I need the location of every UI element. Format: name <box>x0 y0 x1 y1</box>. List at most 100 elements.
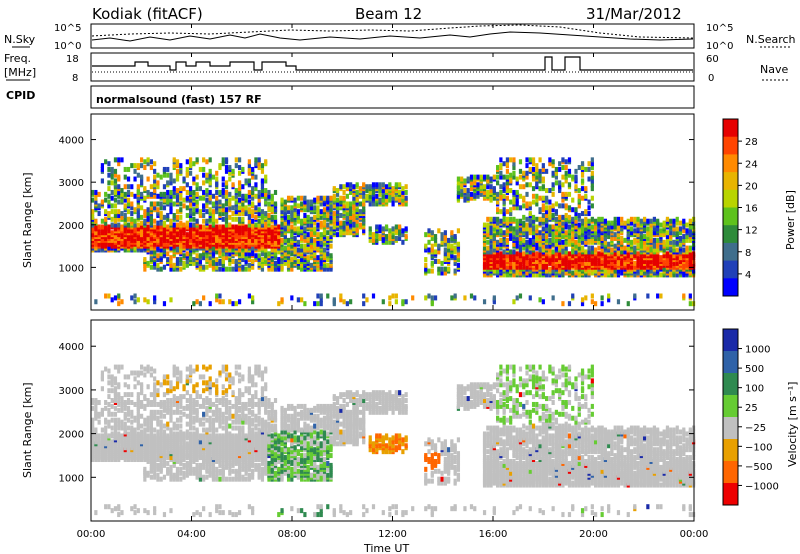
power-cell-1901 <box>306 203 310 209</box>
power-cell-1392 <box>247 199 251 205</box>
power-cell-1650 <box>273 201 278 207</box>
power-cell-2777 <box>496 199 500 205</box>
power-cell-2781 <box>496 180 500 186</box>
power-cell-373 <box>139 205 144 211</box>
power-cell-4260 <box>665 234 670 240</box>
power-cell-3038 <box>522 195 526 201</box>
power-cell-926 <box>202 255 206 261</box>
power-cell-1394 <box>247 189 251 195</box>
power-cell-3642 <box>584 249 588 255</box>
velocity-cell-101 <box>104 366 108 372</box>
power-cell-1206 <box>228 170 232 176</box>
power-cell-144 <box>110 180 114 186</box>
power-cell-4305 <box>672 239 676 245</box>
power-cell-590 <box>162 184 167 190</box>
power-cell-2620 <box>482 299 487 305</box>
power-cell-3400 <box>561 301 565 307</box>
power-cell-3343 <box>554 251 559 257</box>
power-cell-3358 <box>554 201 559 207</box>
power-cell-986 <box>208 258 212 264</box>
power-cell-2054 <box>326 222 330 228</box>
power-cell-2483 <box>437 228 441 234</box>
velocity-cell-378 <box>139 388 144 394</box>
power-cell-2670 <box>486 232 490 238</box>
velocity-cell-142 <box>110 403 114 409</box>
power-cell-790 <box>185 195 189 201</box>
power-cell-2803 <box>499 228 503 234</box>
velocity-cell-345 <box>136 417 140 423</box>
velocity-cell-198 <box>117 417 121 423</box>
power-cell-1976 <box>316 212 320 218</box>
power-cell-1938 <box>313 245 317 251</box>
power-cell-860 <box>192 180 196 186</box>
power-cell-2182 <box>349 222 353 228</box>
power-cell-2248 <box>362 228 366 234</box>
power-cell-1835 <box>300 235 304 241</box>
power-cell-304 <box>130 163 134 169</box>
power-cell-2841 <box>502 211 506 217</box>
power-cell-3483 <box>567 241 572 247</box>
power-cell-2362 <box>388 228 392 234</box>
power-cell-2709 <box>489 216 493 222</box>
power-cell-1821 <box>296 195 300 201</box>
nsearch-label: N.Search <box>746 33 796 46</box>
power-cell-3068 <box>525 182 529 188</box>
power-cell-228 <box>120 188 124 194</box>
power-cell-3056 <box>525 247 529 253</box>
power-cell-536 <box>159 266 163 272</box>
power-cell-1970 <box>316 232 320 238</box>
power-cell-3495 <box>567 205 572 211</box>
power-cell-767 <box>182 203 186 209</box>
power-cell-1589 <box>267 201 271 207</box>
power-cell-4224 <box>662 266 666 272</box>
power-cell-2010 <box>319 195 323 201</box>
power-cell-4258 <box>665 241 670 247</box>
date-title: 31/Mar/2012 <box>586 5 682 23</box>
power-cell-1270 <box>237 299 242 305</box>
velocity-cell-20 <box>91 398 95 404</box>
power-cell-1631 <box>273 251 278 257</box>
power-cell-1533 <box>264 253 268 259</box>
power-cell-2530 <box>453 293 457 299</box>
power-cell-354 <box>136 184 140 190</box>
power-cell-3140 <box>535 272 539 278</box>
power-cell-80 <box>100 163 104 169</box>
power-cell-2491 <box>440 232 444 238</box>
velocity-cell-120 <box>107 401 111 407</box>
power-cell-587 <box>162 197 167 203</box>
power-cell-4124 <box>646 226 650 232</box>
velocity-cell-255 <box>123 382 127 388</box>
power-cell-795 <box>185 166 189 172</box>
power-cell-3918 <box>616 216 621 222</box>
power-cell-3461 <box>564 203 568 209</box>
velocity-cell-275 <box>126 405 131 411</box>
velocity-cell-433 <box>146 419 150 425</box>
velocity-cell-439 <box>146 368 150 374</box>
velocity-cell-80 <box>100 370 104 376</box>
power-cell-140 <box>110 209 114 215</box>
power-cell-3232 <box>541 195 545 201</box>
power-cell-819 <box>188 209 193 215</box>
power-cell-1580 <box>267 228 271 234</box>
power-cell-2333 <box>381 226 385 232</box>
power-ytick-label-0: 4000 <box>59 136 84 147</box>
power-cell-3536 <box>574 264 578 270</box>
power-cell-1459 <box>254 186 258 192</box>
power-cell-4397 <box>685 228 689 234</box>
power-cell-624 <box>169 255 173 261</box>
freq-unit-label: [MHz] <box>4 66 36 79</box>
power-cell-3748 <box>594 218 598 224</box>
power-cell-1717 <box>283 226 287 232</box>
power-cell-1229 <box>231 211 235 217</box>
power-cell-903 <box>198 258 202 264</box>
power-cell-1646 <box>273 214 278 220</box>
power-cell-2283 <box>368 184 372 190</box>
power-cell-858 <box>192 193 196 199</box>
power-cell-3954 <box>623 237 627 243</box>
power-cell-3892 <box>613 220 617 226</box>
velocity-cell-301 <box>130 409 134 415</box>
power-cell-2651 <box>482 184 487 190</box>
power-cell-4376 <box>682 224 686 230</box>
power-cell-1752 <box>290 266 294 272</box>
power-cell-95 <box>104 220 108 226</box>
